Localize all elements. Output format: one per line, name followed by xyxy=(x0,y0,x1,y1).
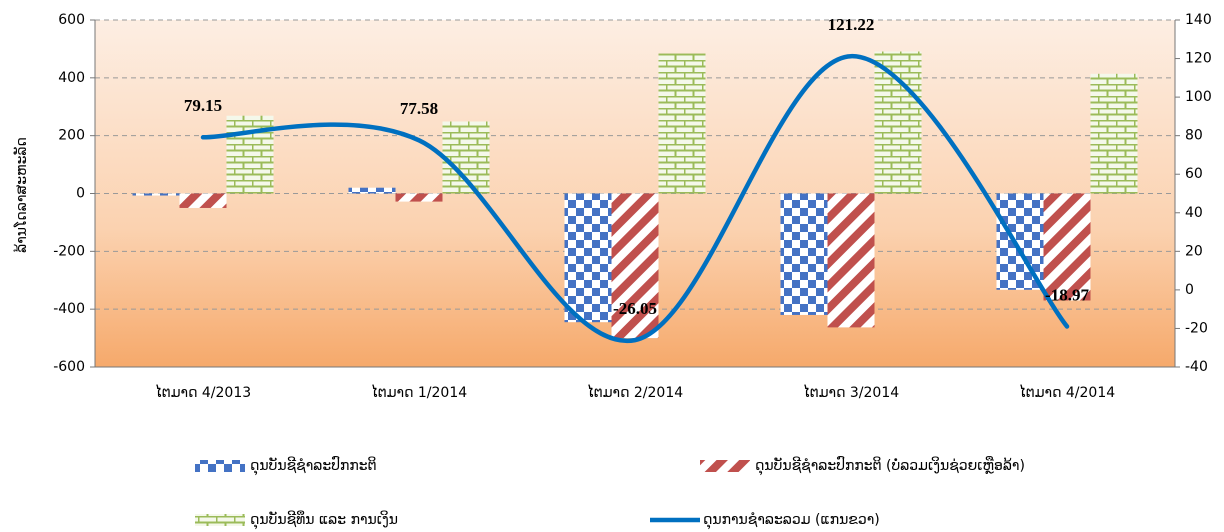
legend-swatch xyxy=(195,514,245,526)
x-tick-label: ໄຕມາດ 4/2013 xyxy=(155,384,251,401)
legend-label: ດຸນບັນຊີຊຳລະປົກກະຕິ (ບໍ່ລວມເງິນຊ່ວຍເຫຼືອ… xyxy=(755,456,1025,475)
legend-label: ດຸນບັນຊີຊຳລະປົກກະຕິ xyxy=(250,456,377,475)
bar xyxy=(780,193,828,315)
bar xyxy=(1090,73,1138,194)
line xyxy=(200,53,1070,344)
data-label: -26.05 xyxy=(613,299,657,318)
y2-tick-label: 60 xyxy=(1185,166,1203,182)
bar xyxy=(658,53,706,194)
legend-label: ດຸນບັນຊີທຶນ ແລະ ການເງິນ xyxy=(250,510,398,529)
bar xyxy=(348,187,396,194)
bar xyxy=(395,193,443,202)
bar xyxy=(226,115,274,194)
y2-tick-label: -20 xyxy=(1185,320,1208,336)
y2-tick-label: 20 xyxy=(1185,243,1203,259)
y-tick-label: -400 xyxy=(53,301,85,317)
bar xyxy=(1043,193,1091,301)
x-tick-label: ໄຕມາດ 4/2014 xyxy=(1019,384,1115,401)
bar xyxy=(132,193,180,196)
data-label: 77.58 xyxy=(400,99,438,118)
y-tick-label: 400 xyxy=(58,70,85,86)
y-tick-label: 0 xyxy=(76,186,85,202)
bar xyxy=(827,193,875,328)
y-axis-label: ລ້ານໂດລາສະຫະລັດ xyxy=(13,137,30,253)
y-tick-label: 200 xyxy=(58,128,85,144)
y2-tick-label: -40 xyxy=(1185,359,1208,375)
legend-swatch xyxy=(195,460,245,472)
y2-tick-label: 100 xyxy=(1185,89,1212,105)
y2-tick-label: 40 xyxy=(1185,205,1203,221)
y2-tick-label: 140 xyxy=(1185,12,1212,28)
bar xyxy=(611,193,659,339)
data-label: -18.97 xyxy=(1045,285,1089,304)
data-label: 121.22 xyxy=(828,15,875,34)
bar xyxy=(564,193,612,323)
bar xyxy=(179,193,227,208)
y-tick-label: 600 xyxy=(58,12,85,28)
y2-tick-label: 120 xyxy=(1185,51,1212,67)
y2-tick-label: 80 xyxy=(1185,128,1203,144)
x-tick-label: ໄຕມາດ 1/2014 xyxy=(371,384,467,401)
x-tick-label: ໄຕມາດ 2/2014 xyxy=(587,384,683,401)
x-tick-label: ໄຕມາດ 3/2014 xyxy=(803,384,899,401)
legend-label: ດຸນການຊຳລະລວມ (ແກນຂວາ) xyxy=(703,512,880,529)
data-label: 79.15 xyxy=(184,96,222,115)
legend-swatch xyxy=(700,460,750,472)
y-tick-label: -600 xyxy=(53,359,85,375)
y2-tick-label: 0 xyxy=(1185,282,1194,298)
bar xyxy=(874,51,922,194)
y-tick-label: -200 xyxy=(53,243,85,259)
